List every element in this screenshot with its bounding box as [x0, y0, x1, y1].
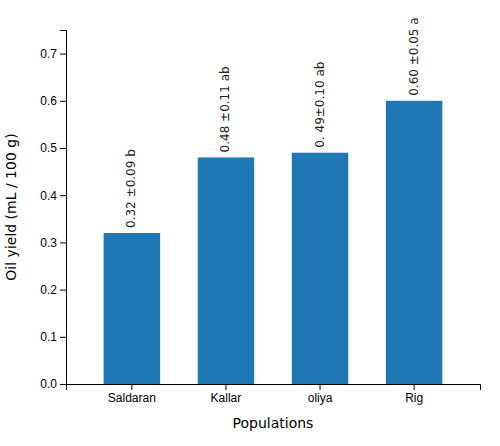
x-tick: Rig	[405, 384, 423, 405]
x-tick-label: Saldaran	[108, 391, 156, 405]
y-tick: 0.0	[40, 377, 66, 391]
plot: 0.0 0.1 0.2 0.3 0.4 0.5 0.6 0.7 Saldaran Kallar ol…	[3, 17, 481, 431]
x-tick-label: Kallar	[211, 391, 242, 405]
y-axis-title: Oil yield (mL / 100 g)	[3, 133, 19, 280]
y-tick: 0.4	[40, 189, 66, 203]
data-label: 0.60 ±0.05 a	[407, 17, 421, 95]
y-axis-line	[60, 31, 67, 385]
y-tick-mark	[60, 148, 66, 149]
y-axis: 0.0 0.1 0.2 0.3 0.4 0.5 0.6 0.7	[40, 31, 66, 392]
y-tick-mark	[60, 195, 66, 196]
y-tick-label: 0.4	[40, 189, 57, 203]
y-tick: 0.6	[40, 94, 66, 108]
x-axis-title: Populations	[233, 415, 314, 431]
x-tick: oliya	[308, 384, 333, 405]
y-tick-label: 0.3	[40, 236, 57, 250]
data-label: 0.48 ±0.11 ab	[218, 66, 232, 152]
y-tick-mark	[60, 290, 66, 291]
x-tick-mark	[131, 384, 132, 390]
y-tick-label: 0.1	[40, 330, 57, 344]
y-tick: 0.1	[40, 330, 66, 344]
bar	[292, 153, 348, 384]
x-axis-line	[67, 385, 481, 391]
bar	[104, 233, 160, 384]
x-tick: Kallar	[211, 384, 242, 405]
x-axis: Saldaran Kallar oliya Rig	[67, 384, 481, 405]
y-tick-mark	[60, 101, 66, 102]
y-tick-mark	[60, 384, 66, 385]
data-labels: 0.32 ±0.09 b 0.48 ±0.11 ab 0. 49±0.10 ab 0.…	[124, 17, 420, 228]
y-tick: 0.5	[40, 141, 66, 155]
y-tick-label: 0.6	[40, 94, 57, 108]
bar	[198, 157, 254, 384]
y-tick: 0.3	[40, 236, 66, 250]
y-tick: 0.2	[40, 283, 66, 297]
x-tick-mark	[320, 384, 321, 390]
data-label: 0. 49±0.10 ab	[313, 62, 327, 148]
y-tick-label: 0.5	[40, 141, 57, 155]
y-tick-label: 0.0	[40, 377, 57, 391]
x-tick: Saldaran	[108, 384, 156, 405]
y-tick-label: 0.7	[40, 47, 57, 61]
bar	[386, 101, 442, 384]
x-tick-mark	[414, 384, 415, 390]
bars	[104, 101, 443, 384]
y-tick: 0.7	[40, 47, 66, 61]
y-tick-mark	[60, 54, 66, 55]
x-tick-mark	[225, 384, 226, 390]
y-tick-mark	[60, 337, 66, 338]
data-label: 0.32 ±0.09 b	[124, 149, 138, 228]
x-tick-label: Rig	[405, 391, 423, 405]
chart: 0.0 0.1 0.2 0.3 0.4 0.5 0.6 0.7 Saldaran Kallar ol…	[0, 0, 500, 446]
y-tick-mark	[60, 242, 66, 243]
y-tick-label: 0.2	[40, 283, 57, 297]
x-tick-label: oliya	[308, 391, 333, 405]
